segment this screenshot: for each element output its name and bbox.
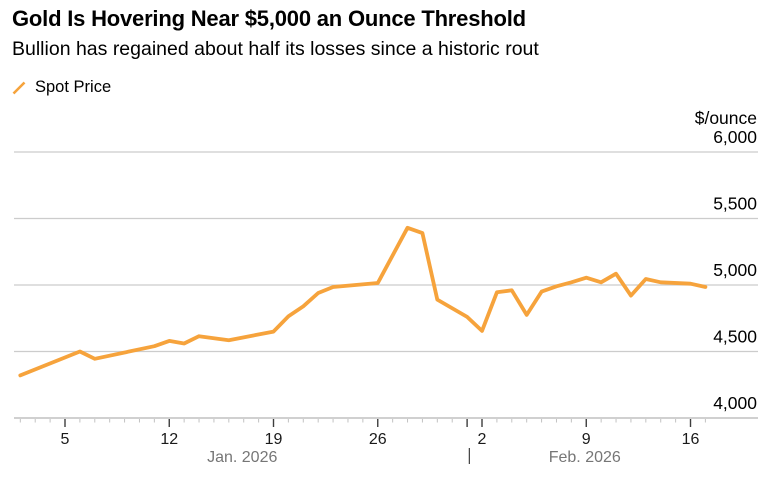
y-tick-label-4500: 4,500: [713, 327, 757, 347]
x-tick-label-16: 16: [682, 431, 700, 448]
legend-label-spot-price: Spot Price: [35, 78, 112, 96]
y-tick-label-4000: 4,000: [713, 393, 757, 413]
month-label-feb: Feb. 2026: [549, 449, 621, 466]
x-axis-ticks: [19, 419, 706, 427]
x-tick-label-19: 19: [265, 431, 283, 448]
x-tick-label-12: 12: [160, 431, 178, 448]
legend: Spot Price: [11, 78, 111, 97]
y-axis-unit-label: $/ounce: [695, 108, 757, 128]
y-tick-label-5500: 5,500: [713, 194, 757, 214]
x-tick-label-5: 5: [61, 431, 70, 448]
x-tick-label-26: 26: [369, 431, 387, 448]
x-tick-label-9: 9: [582, 431, 591, 448]
y-axis-labels: 4,000 4,500 5,000 5,500 6,000: [713, 127, 757, 413]
chart-title: Gold Is Hovering Near $5,000 an Ounce Th…: [12, 6, 526, 31]
month-label-jan: Jan. 2026: [207, 449, 277, 466]
x-tick-label-2: 2: [478, 431, 487, 448]
spot-price-legend-line-icon: [12, 81, 26, 94]
x-axis-tick-labels: 5 12 19 26 2 9 16: [61, 431, 700, 448]
chart-subtitle: Bullion has regained about half its loss…: [12, 38, 539, 60]
spot-price-line: [18, 225, 708, 378]
y-tick-label-6000: 6,000: [713, 127, 757, 147]
gridlines: [14, 151, 758, 419]
y-tick-label-5000: 5,000: [713, 260, 757, 280]
